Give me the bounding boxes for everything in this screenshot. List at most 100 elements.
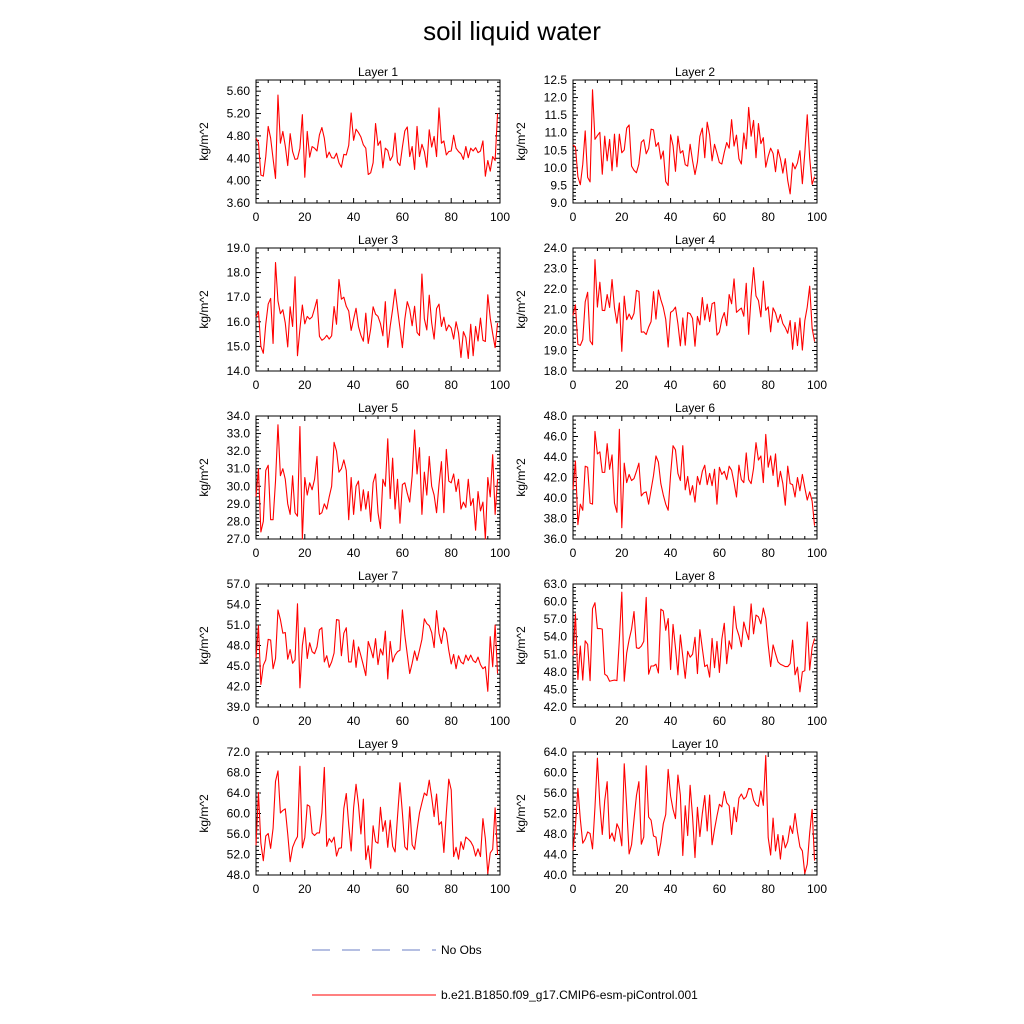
y-tick-label: 57.0 bbox=[544, 612, 568, 626]
x-tick-label: 40 bbox=[347, 714, 361, 728]
panel-layer-1: Layer 1 0 20 40 60 80 100 3.60 4.00 4.40 4.80 5.20 5… bbox=[197, 65, 510, 224]
panel-layer-4: Layer 4 0 20 40 60 80 100 18.0 19.0 20.0 21.0 22.0 2… bbox=[514, 233, 827, 392]
x-tick-label: 20 bbox=[615, 882, 629, 896]
x-tick-label: 0 bbox=[570, 714, 577, 728]
y-tick-label: 51.0 bbox=[544, 647, 568, 661]
x-tick-label: 0 bbox=[570, 882, 577, 896]
x-tick-label: 20 bbox=[298, 714, 312, 728]
x-tick-label: 100 bbox=[807, 882, 827, 896]
y-tick-label: 23.0 bbox=[544, 262, 568, 276]
series-line bbox=[572, 755, 816, 875]
y-tick-label: 44.0 bbox=[544, 848, 568, 862]
y-tick-label: 28.0 bbox=[227, 514, 251, 528]
y-tick-label: 45.0 bbox=[227, 659, 251, 673]
y-tick-label: 60.0 bbox=[227, 807, 251, 821]
y-tick-label: 15.0 bbox=[227, 339, 251, 353]
y-tick-label: 46.0 bbox=[544, 430, 568, 444]
x-tick-label: 40 bbox=[347, 546, 361, 560]
y-tick-label: 60.0 bbox=[544, 595, 568, 609]
figure-title: soil liquid water bbox=[423, 16, 601, 46]
x-tick-label: 20 bbox=[298, 546, 312, 560]
y-tick-label: 24.0 bbox=[544, 241, 568, 255]
y-tick-label: 72.0 bbox=[227, 745, 251, 759]
y-tick-label: 64.0 bbox=[227, 786, 251, 800]
y-tick-label: 18.0 bbox=[227, 266, 251, 280]
y-tick-label: 19.0 bbox=[544, 344, 568, 358]
y-tick-label: 52.0 bbox=[544, 807, 568, 821]
y-tick-label: 48.0 bbox=[544, 409, 568, 423]
y-tick-label: 42.0 bbox=[544, 471, 568, 485]
x-tick-label: 20 bbox=[298, 378, 312, 392]
y-axis-label: kg/m^2 bbox=[514, 122, 528, 161]
y-tick-label: 9.0 bbox=[550, 196, 567, 210]
x-tick-label: 40 bbox=[664, 882, 678, 896]
x-tick-label: 80 bbox=[762, 714, 776, 728]
x-tick-label: 80 bbox=[762, 882, 776, 896]
x-tick-label: 100 bbox=[807, 378, 827, 392]
y-tick-label: 4.40 bbox=[227, 151, 251, 165]
y-tick-label: 34.0 bbox=[227, 409, 251, 423]
panel-title: Layer 1 bbox=[358, 65, 398, 79]
x-tick-label: 100 bbox=[490, 714, 510, 728]
y-tick-label: 4.80 bbox=[227, 129, 251, 143]
y-tick-label: 54.0 bbox=[544, 630, 568, 644]
y-tick-label: 20.0 bbox=[544, 323, 568, 337]
y-tick-label: 5.60 bbox=[227, 84, 251, 98]
y-axis-label: kg/m^2 bbox=[514, 626, 528, 665]
y-tick-label: 11.5 bbox=[545, 108, 568, 122]
y-axis-label: kg/m^2 bbox=[514, 458, 528, 497]
y-tick-label: 19.0 bbox=[227, 241, 251, 255]
y-tick-label: 48.0 bbox=[544, 827, 568, 841]
x-tick-label: 100 bbox=[807, 546, 827, 560]
panel-title: Layer 3 bbox=[358, 233, 398, 247]
x-tick-label: 80 bbox=[762, 546, 776, 560]
panel-layer-10: Layer 10 0 20 40 60 80 100 40.0 44.0 48.0 52.0 56.0… bbox=[514, 737, 827, 896]
y-tick-label: 10.5 bbox=[544, 143, 568, 157]
x-tick-label: 20 bbox=[615, 714, 629, 728]
panel-title: Layer 9 bbox=[358, 737, 398, 751]
x-tick-label: 40 bbox=[664, 546, 678, 560]
y-tick-label: 30.0 bbox=[227, 479, 251, 493]
plot-frame bbox=[255, 247, 501, 372]
y-axis-label: kg/m^2 bbox=[197, 290, 211, 329]
series-line bbox=[255, 94, 499, 179]
panel-layer-3: Layer 3 0 20 40 60 80 100 14.0 15.0 16.0 17.0 18.0 1… bbox=[197, 233, 510, 392]
y-tick-label: 40.0 bbox=[544, 868, 568, 882]
x-tick-label: 0 bbox=[253, 210, 260, 224]
y-tick-label: 31.0 bbox=[227, 462, 251, 476]
y-tick-label: 27.0 bbox=[227, 532, 251, 546]
x-tick-label: 40 bbox=[347, 882, 361, 896]
panel-title: Layer 8 bbox=[675, 569, 715, 583]
y-tick-label: 52.0 bbox=[227, 848, 251, 862]
y-tick-label: 44.0 bbox=[544, 450, 568, 464]
y-tick-label: 48.0 bbox=[227, 639, 251, 653]
y-tick-label: 18.0 bbox=[544, 364, 568, 378]
panel-title: Layer 4 bbox=[675, 233, 715, 247]
x-tick-label: 0 bbox=[253, 882, 260, 896]
x-tick-label: 60 bbox=[713, 210, 727, 224]
x-tick-label: 100 bbox=[490, 546, 510, 560]
x-tick-label: 20 bbox=[298, 882, 312, 896]
y-axis-label: kg/m^2 bbox=[197, 458, 211, 497]
y-tick-label: 22.0 bbox=[544, 282, 568, 296]
plot-frame bbox=[255, 751, 501, 876]
y-tick-label: 68.0 bbox=[227, 766, 251, 780]
x-tick-label: 80 bbox=[445, 210, 459, 224]
y-tick-label: 21.0 bbox=[544, 303, 568, 317]
y-tick-label: 63.0 bbox=[544, 577, 568, 591]
y-tick-label: 11.0 bbox=[545, 126, 568, 140]
x-tick-label: 60 bbox=[396, 378, 410, 392]
panel-layer-9: Layer 9 0 20 40 60 80 100 48.0 52.0 56.0 60.0 64.0 6… bbox=[197, 737, 510, 896]
y-tick-label: 64.0 bbox=[544, 745, 568, 759]
x-tick-label: 0 bbox=[570, 210, 577, 224]
y-tick-label: 29.0 bbox=[227, 497, 251, 511]
y-tick-label: 48.0 bbox=[544, 665, 568, 679]
x-tick-label: 0 bbox=[570, 378, 577, 392]
x-tick-label: 40 bbox=[664, 714, 678, 728]
x-tick-label: 60 bbox=[713, 378, 727, 392]
y-tick-label: 17.0 bbox=[227, 290, 251, 304]
plot-frame bbox=[255, 583, 501, 708]
panel-title: Layer 10 bbox=[672, 737, 719, 751]
x-tick-label: 80 bbox=[762, 210, 776, 224]
legend: No Obs b.e21.B1850.f09_g17.CMIP6-esm-piC… bbox=[312, 943, 698, 1002]
